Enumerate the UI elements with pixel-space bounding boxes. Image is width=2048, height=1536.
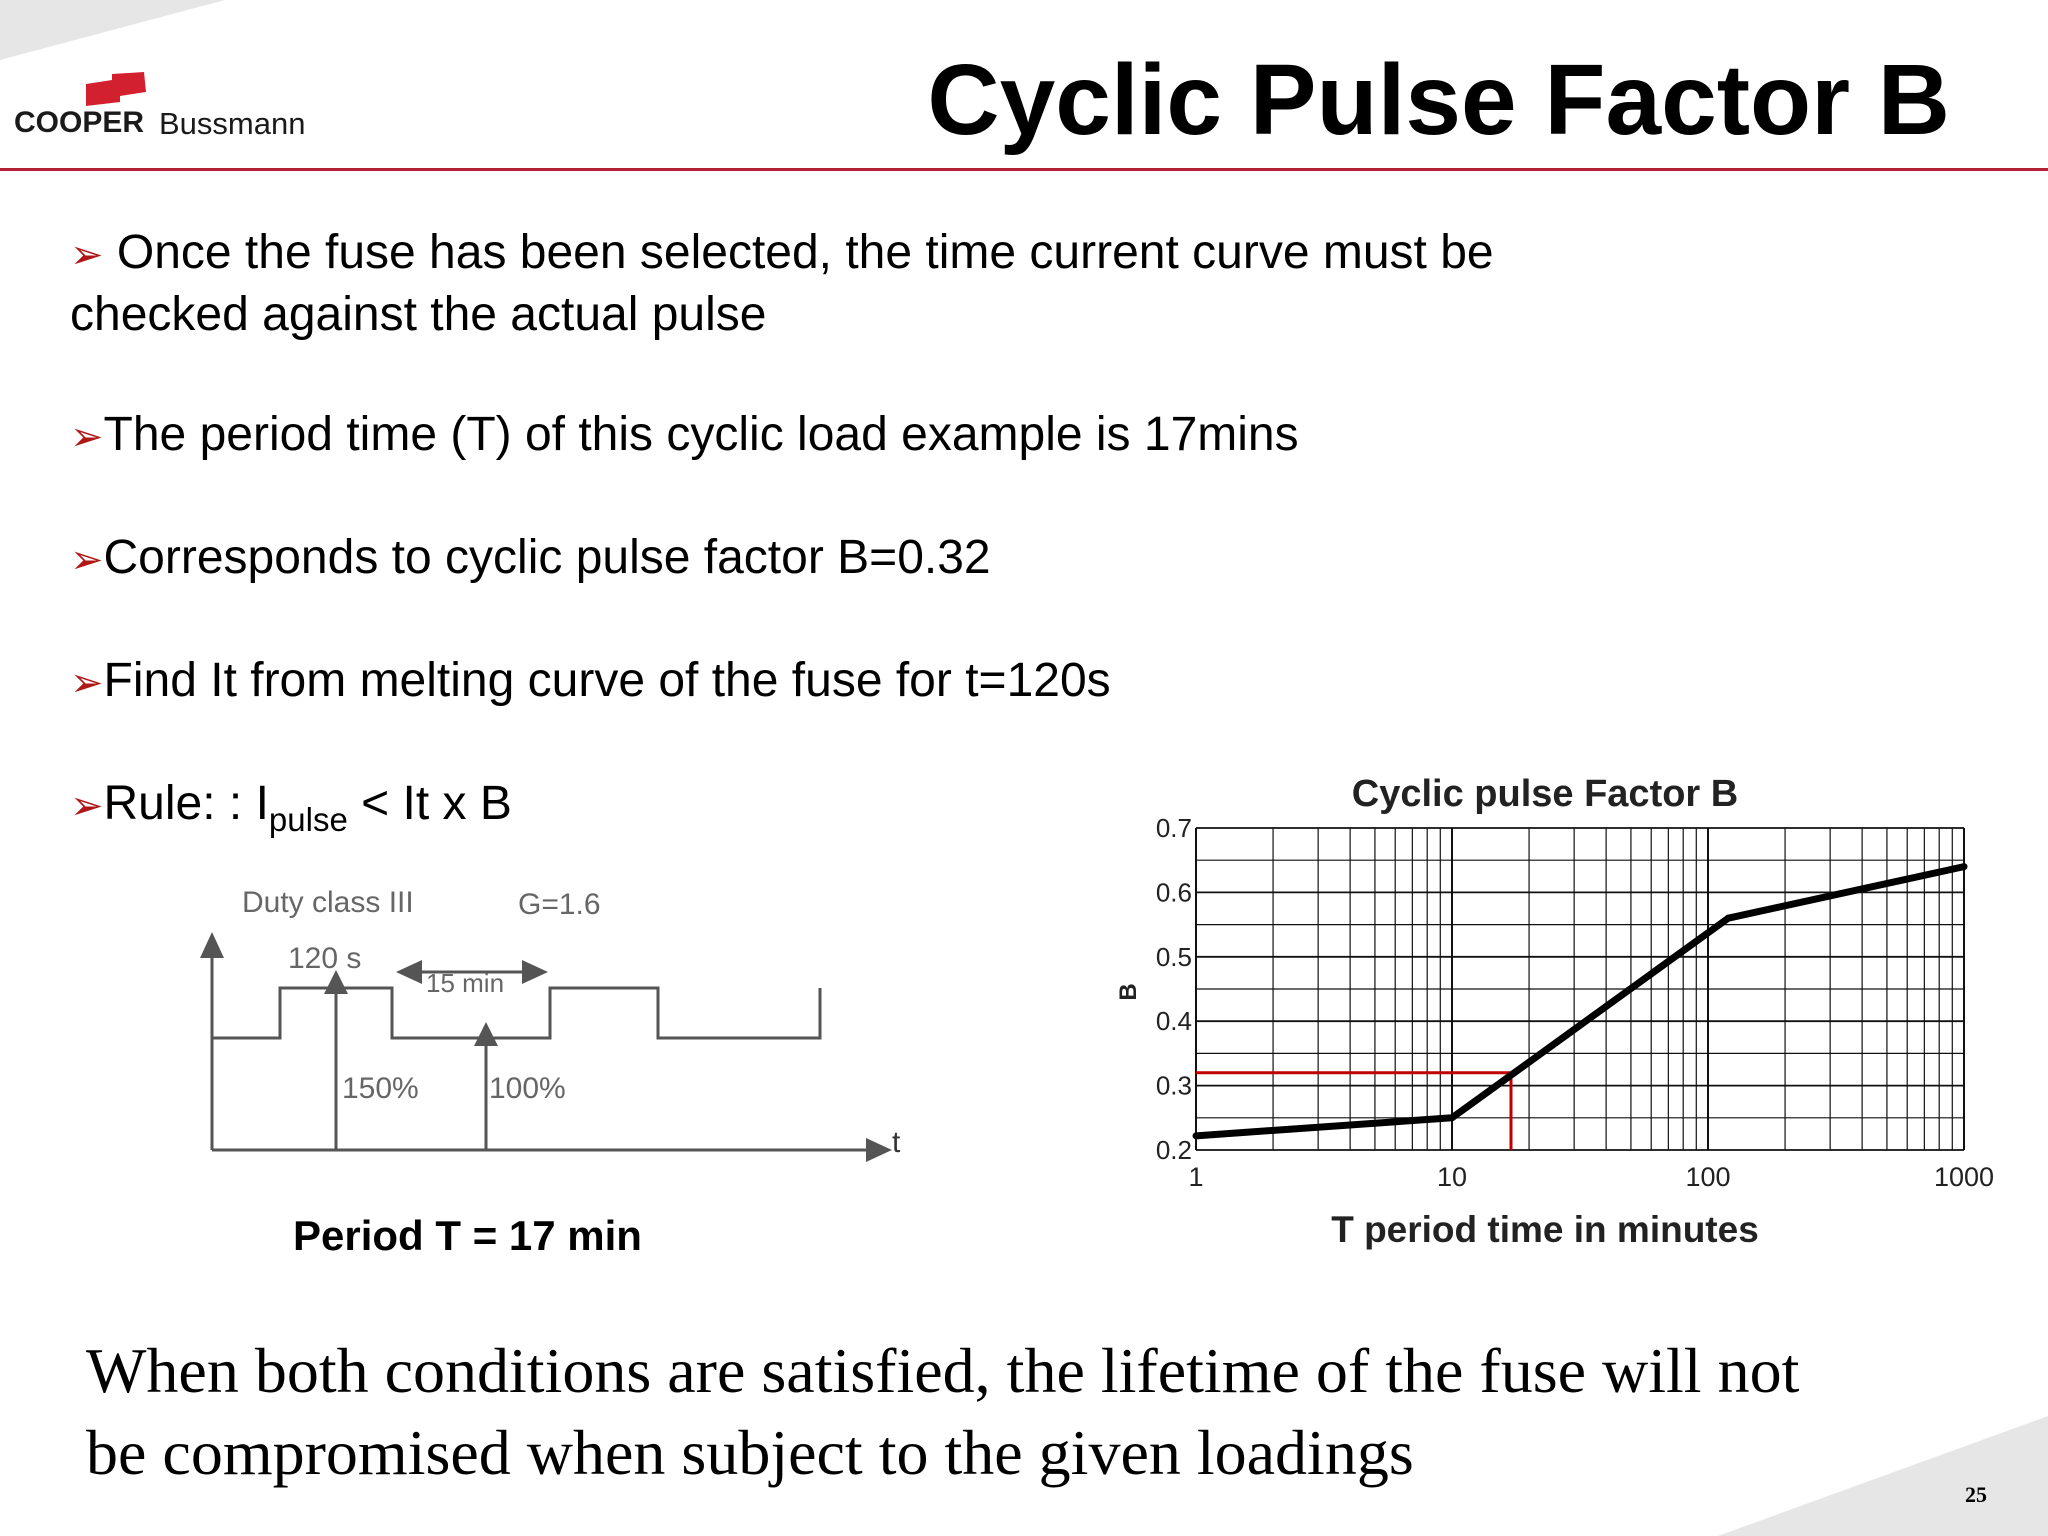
g-factor-label: G=1.6	[518, 888, 601, 921]
pulse-level-label: 150%	[342, 1072, 419, 1105]
x-tick-label: 1000	[1934, 1162, 1994, 1192]
time-arrowhead-icon	[866, 1138, 892, 1162]
time-axis-label: t	[892, 1126, 901, 1159]
company-logo: COOPER Bussmann	[14, 72, 344, 142]
x-tick-label: 10	[1437, 1162, 1467, 1192]
bullet-2: ➢The period time (T) of this cyclic load…	[70, 404, 1299, 468]
duty-class-label: Duty class III	[242, 886, 414, 919]
load-waveform	[212, 986, 822, 1040]
corner-decoration-top	[0, 0, 225, 60]
slide-title: Cyclic Pulse Factor B	[927, 44, 1950, 156]
rule-suffix: < It x B	[347, 777, 512, 830]
series-point	[1960, 863, 1968, 871]
base-arrowhead-icon	[474, 1022, 498, 1046]
bullet-1-continuation: checked against the actual pulse	[70, 284, 766, 346]
footer-line-2: be compromised when subject to the given…	[86, 1417, 1414, 1488]
bullet-5: ➢Rule: : Ipulse < It x B	[70, 773, 512, 851]
bullet-2-text: The period time (T) of this cyclic load …	[103, 408, 1299, 461]
cyclic-pulse-chart: Cyclic pulse Factor B 0.2 0.3 0.4 0.5 0.6 0.7…	[1115, 773, 1994, 1250]
bullet-1: ➢ Once the fuse has been selected, the t…	[70, 222, 1494, 286]
chart-x-axis-label: T period time in minutes	[1331, 1209, 1759, 1250]
bullet-1-line-1: Once the fuse has been selected, the tim…	[116, 226, 1494, 279]
page-number: 25	[1965, 1482, 1987, 1507]
series-point	[1448, 1114, 1456, 1122]
bullet-arrow-icon: ➢	[70, 784, 104, 828]
y-tick-label: 0.7	[1156, 813, 1192, 843]
footer-line-1: When both conditions are satisfied, the …	[86, 1335, 1800, 1406]
x-tick-label: 100	[1685, 1162, 1730, 1192]
gap-left-arrowhead-icon	[396, 960, 422, 984]
bullet-arrow-icon: ➢	[70, 415, 104, 459]
pulse-arrowhead-icon	[324, 970, 348, 994]
bullet-arrow-icon: ➢	[70, 538, 104, 582]
chart-title: Cyclic pulse Factor B	[1352, 773, 1738, 815]
bullet-3: ➢Corresponds to cyclic pulse factor B=0.…	[70, 527, 991, 591]
duty-cycle-diagram: Duty class III G=1.6 120 s 15 min 150% 1…	[200, 886, 901, 1162]
x-tick-label: 1	[1188, 1162, 1203, 1192]
bullet-arrow-icon: ➢	[70, 661, 104, 705]
logo-flag-icon	[86, 72, 146, 106]
axis-arrowhead-icon	[200, 932, 224, 958]
header-divider	[0, 168, 2048, 171]
logo-text-bussmann: Bussmann	[159, 106, 306, 141]
y-tick-label: 0.5	[1156, 942, 1192, 972]
y-tick-label: 0.6	[1156, 877, 1192, 907]
logo-text-cooper: COOPER	[14, 106, 145, 139]
pulse-time-label: 120 s	[288, 942, 361, 975]
series-point	[1724, 914, 1732, 922]
corner-decoration-bottom	[1718, 1416, 2048, 1536]
chart-tick-labels: 0.2 0.3 0.4 0.5 0.6 0.7 1 10 100 1000	[1156, 813, 1994, 1192]
y-tick-label: 0.3	[1156, 1071, 1192, 1101]
gap-right-arrowhead-icon	[522, 960, 548, 984]
rule-prefix: Rule: : I	[103, 777, 269, 830]
chart-y-axis-label: B	[1115, 983, 1142, 1000]
bullet-4: ➢Find It from melting curve of the fuse …	[70, 650, 1111, 714]
bullet-3-text: Corresponds to cyclic pulse factor B=0.3…	[103, 531, 991, 584]
bullet-1-line-2: checked against the actual pulse	[70, 288, 767, 341]
bullet-4-text: Find It from melting curve of the fuse f…	[103, 654, 1111, 707]
y-tick-label: 0.4	[1156, 1006, 1192, 1036]
bullet-arrow-icon: ➢	[70, 233, 104, 277]
period-caption: Period T = 17 min	[293, 1212, 642, 1259]
chart-grid	[1195, 827, 1965, 1151]
footer-statement: When both conditions are satisfied, the …	[86, 1330, 1986, 1494]
rule-subscript: pulse	[268, 801, 348, 838]
chart-series	[1192, 863, 1968, 1150]
series-point	[1192, 1132, 1200, 1140]
y-tick-label: 0.2	[1156, 1135, 1192, 1165]
series-line	[1195, 863, 1965, 1140]
base-level-label: 100%	[489, 1072, 566, 1105]
